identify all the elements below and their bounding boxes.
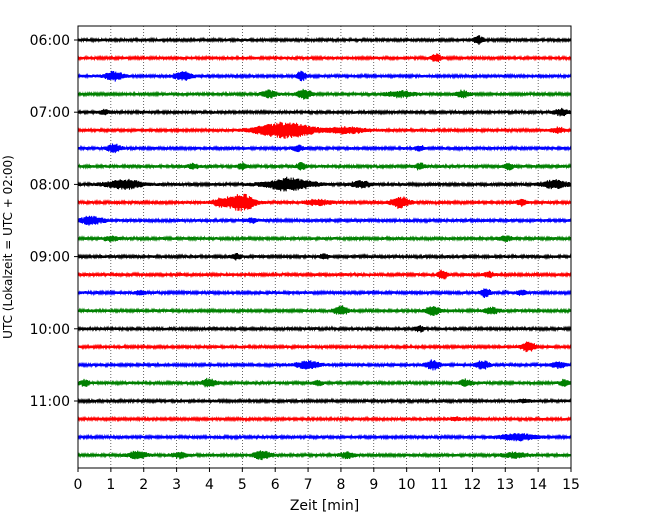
y-tick-label: 10:00 <box>30 322 70 338</box>
trace-line <box>77 235 572 243</box>
x-axis-ticks: 0 1 2 3 4 5 6 7 8 9 10 11 12 13 14 15 <box>74 468 580 493</box>
x-tick-label: 12 <box>463 477 481 493</box>
x-tick-label: 0 <box>74 477 83 493</box>
trace-line <box>77 252 572 261</box>
y-tick-label: 11:00 <box>30 394 70 410</box>
x-tick-label: 2 <box>139 477 148 493</box>
trace-series <box>77 35 572 461</box>
y-axis-ticks: 06:00 07:00 08:00 09:00 10:00 11:00 <box>30 33 78 410</box>
x-tick-label: 8 <box>336 477 345 493</box>
x-tick-label: 13 <box>496 477 514 493</box>
trace-line <box>77 433 572 442</box>
trace-line <box>77 450 572 461</box>
trace-line <box>77 176 572 192</box>
trace-line <box>77 269 572 280</box>
x-tick-label: 9 <box>369 477 378 493</box>
x-tick-label: 14 <box>529 477 547 493</box>
y-axis-label: UTC (Lokalzeit = UTC + 02:00) <box>1 155 15 339</box>
x-axis-label: Zeit [min] <box>290 498 359 514</box>
y-tick-label: 06:00 <box>30 33 70 49</box>
x-tick-label: 6 <box>271 477 280 493</box>
trace-line <box>77 397 572 405</box>
trace-line <box>77 377 572 388</box>
trace-line <box>77 359 572 371</box>
trace-line <box>77 107 572 117</box>
trace-line <box>77 121 572 139</box>
trace-line <box>77 341 572 353</box>
x-tick-label: 15 <box>562 477 580 493</box>
trace-line <box>77 143 572 154</box>
trace-line <box>77 415 572 423</box>
x-tick-label: 11 <box>431 477 449 493</box>
x-tick-label: 10 <box>398 477 416 493</box>
plot-frame <box>77 25 572 469</box>
trace-line <box>77 193 572 212</box>
x-tick-label: 4 <box>205 477 214 493</box>
y-tick-label: 08:00 <box>30 177 70 193</box>
y-tick-label: 09:00 <box>30 250 70 266</box>
trace-line <box>77 161 572 171</box>
trace-line <box>77 53 572 63</box>
x-tick-label: 3 <box>172 477 181 493</box>
trace-line <box>77 35 572 45</box>
trace-line <box>77 88 572 100</box>
trace-line <box>77 70 572 82</box>
x-tick-label: 1 <box>106 477 115 493</box>
trace-line <box>77 215 572 226</box>
trace-line <box>77 305 572 316</box>
x-tick-label: 5 <box>238 477 247 493</box>
trace-line <box>77 288 572 298</box>
x-tick-label: 7 <box>304 477 313 493</box>
y-tick-label: 07:00 <box>30 105 70 121</box>
trace-line <box>77 325 572 333</box>
